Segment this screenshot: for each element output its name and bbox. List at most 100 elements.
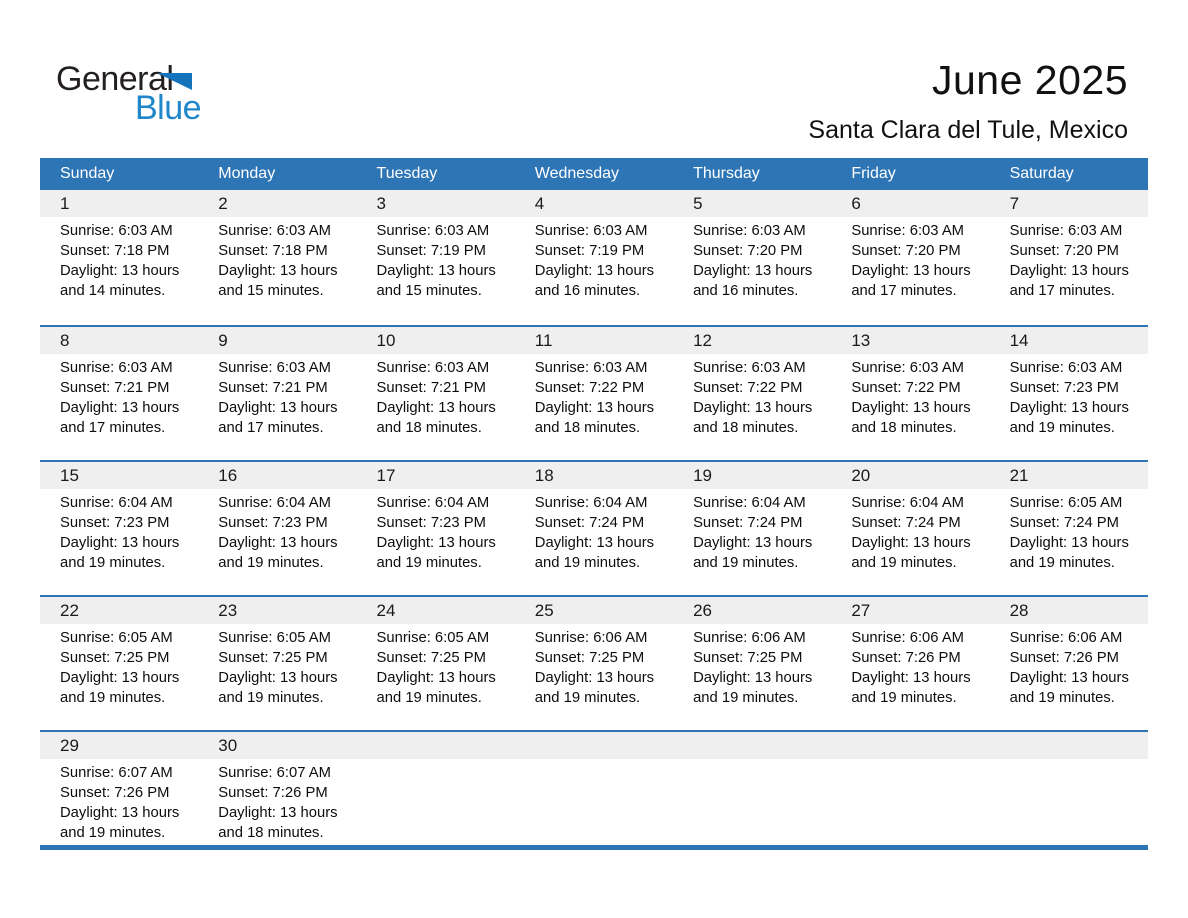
sunrise-text: Sunrise: 6:03 AM (1009, 360, 1123, 376)
weekday-header-cell: Sunday (60, 165, 115, 182)
sunset-text: Sunset: 7:21 PM (218, 380, 328, 396)
daylight-text-line1: Daylight: 13 hours (851, 535, 971, 551)
day-number (515, 732, 673, 759)
day-number: 18 (534, 466, 554, 485)
daylight-text-line2: and 18 minutes. (851, 420, 957, 436)
daylight-text-line1: Daylight: 13 hours (376, 535, 496, 551)
sunrise-text: Sunrise: 6:04 AM (218, 495, 331, 511)
week-row: 1 2 3 4 5 6 7 Sunrise: 6:03 AM Sunset: 7:18 PM Da… (40, 190, 1148, 325)
daylight-text-line1: Daylight: 13 hours (376, 263, 496, 279)
daylight-text-line1: Daylight: 13 hours (60, 400, 180, 416)
day-details-row: Sunrise: 6:04 AM Sunset: 7:23 PM Daylight:… (40, 489, 1148, 573)
daylight-text-line1: Daylight: 13 hours (1009, 400, 1129, 416)
daylight-text-line1: Daylight: 13 hours (218, 400, 338, 416)
sunrise-text: Sunrise: 6:05 AM (376, 630, 490, 646)
sunrise-text: Sunrise: 6:03 AM (693, 360, 806, 376)
day-cell: Sunrise: 6:03 AM Sunset: 7:23 PM Daylight:… (990, 354, 1148, 438)
sunrise-text: Sunrise: 6:03 AM (218, 360, 331, 376)
sunrise-text: Sunrise: 6:05 AM (218, 630, 331, 646)
sunrise-text: Sunrise: 6:03 AM (534, 360, 648, 376)
sunrise-text: Sunrise: 6:06 AM (534, 630, 648, 646)
day-cell: Sunrise: 6:05 AM Sunset: 7:24 PM Daylight:… (990, 489, 1148, 573)
daylight-text-line2: and 18 minutes. (218, 825, 324, 841)
daylight-text-line1: Daylight: 13 hours (60, 263, 180, 279)
day-cell: Sunrise: 6:04 AM Sunset: 7:24 PM Daylight:… (515, 489, 673, 573)
sunset-text: Sunset: 7:21 PM (376, 380, 486, 396)
daylight-text-line2: and 15 minutes. (376, 283, 482, 299)
sunrise-text: Sunrise: 6:05 AM (60, 630, 173, 646)
sunset-text: Sunset: 7:18 PM (60, 243, 170, 259)
sunset-text: Sunset: 7:24 PM (1009, 515, 1119, 531)
day-cell: Sunrise: 6:03 AM Sunset: 7:22 PM Daylight:… (673, 354, 831, 438)
day-cell: Sunrise: 6:04 AM Sunset: 7:24 PM Daylight:… (831, 489, 989, 573)
day-cell: Sunrise: 6:06 AM Sunset: 7:26 PM Daylight:… (831, 624, 989, 708)
day-number: 13 (851, 331, 871, 350)
day-cell: Sunrise: 6:03 AM Sunset: 7:19 PM Daylight:… (515, 217, 673, 301)
day-number: 19 (693, 466, 712, 485)
day-cell: Sunrise: 6:06 AM Sunset: 7:25 PM Daylight:… (515, 624, 673, 708)
sunset-text: Sunset: 7:26 PM (218, 785, 328, 801)
day-cell: Sunrise: 6:03 AM Sunset: 7:22 PM Daylight:… (831, 354, 989, 438)
day-cell: Sunrise: 6:07 AM Sunset: 7:26 PM Daylight:… (40, 759, 198, 843)
daylight-text-line1: Daylight: 13 hours (1009, 535, 1129, 551)
day-number-strip: 29 30 (40, 732, 1148, 759)
sunset-text: Sunset: 7:22 PM (534, 380, 645, 396)
day-number (357, 732, 515, 759)
logo-text-blue: Blue (135, 89, 202, 127)
daylight-text-line1: Daylight: 13 hours (534, 263, 655, 279)
day-number: 25 (534, 601, 554, 620)
daylight-text-line1: Daylight: 13 hours (1009, 263, 1129, 279)
sunset-text: Sunset: 7:26 PM (851, 650, 961, 666)
daylight-text-line2: and 19 minutes. (534, 690, 641, 706)
sunset-text: Sunset: 7:22 PM (851, 380, 961, 396)
sunset-text: Sunset: 7:18 PM (218, 243, 328, 259)
sunset-text: Sunset: 7:19 PM (534, 243, 645, 259)
daylight-text-line2: and 16 minutes. (534, 283, 641, 299)
empty-day-cell (990, 759, 1148, 843)
day-number: 8 (60, 331, 70, 350)
daylight-text-line2: and 17 minutes. (851, 283, 957, 299)
day-number: 27 (851, 601, 871, 620)
day-cell: Sunrise: 6:06 AM Sunset: 7:26 PM Daylight:… (990, 624, 1148, 708)
daylight-text-line1: Daylight: 13 hours (851, 263, 971, 279)
day-number: 23 (218, 601, 238, 620)
weekday-header-row: Sunday Monday Tuesday Wednesday Thursday Frid… (40, 158, 1148, 190)
daylight-text-line2: and 19 minutes. (60, 690, 166, 706)
sunrise-text: Sunrise: 6:03 AM (376, 360, 490, 376)
day-number: 7 (1009, 194, 1020, 213)
daylight-text-line1: Daylight: 13 hours (60, 805, 180, 821)
sunrise-text: Sunrise: 6:03 AM (60, 223, 173, 239)
day-cell: Sunrise: 6:07 AM Sunset: 7:26 PM Daylight:… (198, 759, 356, 843)
sunset-text: Sunset: 7:26 PM (1009, 650, 1119, 666)
daylight-text-line1: Daylight: 13 hours (218, 670, 338, 686)
day-number: 10 (376, 331, 396, 350)
day-cell: Sunrise: 6:05 AM Sunset: 7:25 PM Daylight:… (198, 624, 356, 708)
sunset-text: Sunset: 7:25 PM (534, 650, 645, 666)
sunset-text: Sunset: 7:23 PM (60, 515, 170, 531)
sunset-text: Sunset: 7:25 PM (376, 650, 486, 666)
daylight-text-line2: and 19 minutes. (851, 690, 957, 706)
day-number: 2 (218, 194, 228, 213)
day-number: 30 (218, 736, 238, 755)
calendar-table: Sunday Monday Tuesday Wednesday Thursday Frid… (40, 158, 1148, 850)
day-cell: Sunrise: 6:03 AM Sunset: 7:18 PM Daylight:… (40, 217, 198, 301)
sunset-text: Sunset: 7:24 PM (851, 515, 961, 531)
sunset-text: Sunset: 7:24 PM (693, 515, 803, 531)
day-details-row: Sunrise: 6:05 AM Sunset: 7:25 PM Daylight:… (40, 624, 1148, 708)
general-blue-logo: General Blue (56, 60, 256, 130)
day-number: 14 (1009, 331, 1029, 350)
sunrise-text: Sunrise: 6:07 AM (60, 765, 173, 781)
empty-day-cell (357, 759, 515, 843)
sunset-text: Sunset: 7:24 PM (534, 515, 645, 531)
daylight-text-line1: Daylight: 13 hours (534, 670, 655, 686)
daylight-text-line1: Daylight: 13 hours (693, 263, 813, 279)
sunset-text: Sunset: 7:20 PM (1009, 243, 1119, 259)
daylight-text-line1: Daylight: 13 hours (218, 263, 338, 279)
daylight-text-line2: and 17 minutes. (60, 420, 166, 436)
day-number: 1 (60, 194, 70, 213)
daylight-text-line2: and 18 minutes. (693, 420, 799, 436)
day-cell: Sunrise: 6:05 AM Sunset: 7:25 PM Daylight:… (40, 624, 198, 708)
sunrise-text: Sunrise: 6:04 AM (60, 495, 173, 511)
daylight-text-line1: Daylight: 13 hours (534, 400, 655, 416)
weekday-header-cell: Wednesday (534, 165, 619, 182)
